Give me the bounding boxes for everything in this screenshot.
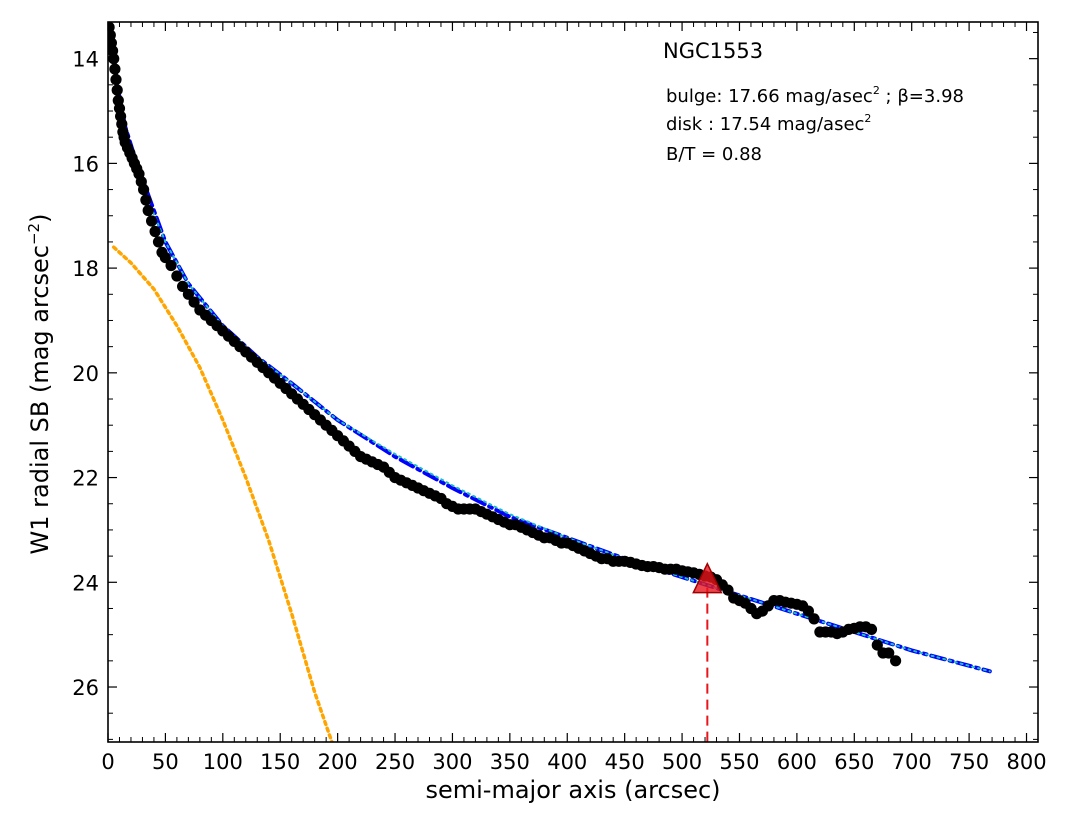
x-tick-label: 500	[662, 750, 702, 774]
y-axis-label-sup: −2	[25, 223, 43, 245]
x-tick-label: 150	[260, 750, 300, 774]
bulge-annotation: bulge: 17.66 mag/asec2 ; β=3.98	[666, 84, 964, 107]
x-tick-label: 350	[490, 750, 530, 774]
x-tick-label: 600	[777, 750, 817, 774]
x-tick-label: 750	[949, 750, 989, 774]
y-tick-label: 24	[72, 571, 99, 595]
data-point	[182, 288, 194, 300]
y-axis-label: W1 radial SB (mag arcsec−2)	[25, 214, 54, 555]
data-point	[159, 252, 171, 264]
data-point	[171, 270, 183, 282]
y-tick-label: 14	[72, 48, 99, 72]
x-tick-label: 250	[375, 750, 415, 774]
data-point	[142, 204, 154, 217]
disk-annotation: disk : 17.54 mag/asec2	[666, 112, 871, 135]
data-point	[152, 236, 165, 248]
bulge-annotation-text: bulge: 17.66 mag/asec	[666, 86, 873, 107]
y-tick-label: 22	[72, 467, 99, 491]
x-tick-label: 700	[892, 750, 932, 774]
x-tick-label: 300	[432, 750, 472, 774]
data-point	[146, 215, 158, 227]
x-tick-label: 200	[318, 750, 358, 774]
data-point	[188, 296, 200, 308]
x-tick-label: 800	[1006, 750, 1046, 774]
y-tick-label: 18	[72, 257, 99, 281]
y-axis-label-main: W1 radial SB (mag arcsec	[26, 245, 54, 554]
disk-annotation-sup: 2	[864, 112, 871, 125]
x-axis-label: semi-major axis (arcsec)	[425, 776, 720, 804]
disk-annotation-text: disk : 17.54 mag/asec	[666, 114, 864, 135]
plot-frame	[107, 21, 1039, 743]
data-point	[149, 225, 161, 238]
x-tick-label: 0	[101, 750, 114, 774]
y-tick-label: 16	[72, 152, 99, 176]
data-point	[883, 647, 895, 659]
x-tick-label: 650	[834, 750, 874, 774]
y-tick-label: 26	[72, 676, 99, 700]
data-point	[890, 655, 902, 667]
x-tick-label: 450	[605, 750, 645, 774]
data-point	[177, 280, 189, 292]
data-point	[808, 613, 820, 625]
data-point	[165, 259, 177, 272]
data-point	[111, 84, 123, 96]
data-point	[110, 74, 122, 86]
disk-model-curve	[135, 172, 991, 673]
y-tick-label: 20	[72, 362, 99, 386]
bulge-annotation-sup: 2	[873, 84, 880, 97]
chart-title: NGC1553	[663, 39, 763, 63]
x-tick-label: 50	[152, 750, 179, 774]
data-point	[802, 605, 815, 617]
x-tick-label: 550	[719, 750, 759, 774]
x-tick-label: 400	[547, 750, 587, 774]
bt-annotation: B/T = 0.88	[666, 144, 762, 165]
y-axis-label-close: )	[26, 214, 54, 223]
data-point	[140, 194, 152, 206]
marker-triangle	[692, 561, 723, 594]
bulge-annotation-beta: ; β=3.98	[880, 86, 964, 107]
data-point	[871, 639, 883, 651]
data-point	[109, 63, 121, 75]
x-tick-label: 100	[203, 750, 243, 774]
data-point	[865, 623, 878, 636]
data-point	[722, 584, 734, 596]
data-point	[138, 184, 150, 196]
bulge-model-curve	[111, 245, 334, 742]
